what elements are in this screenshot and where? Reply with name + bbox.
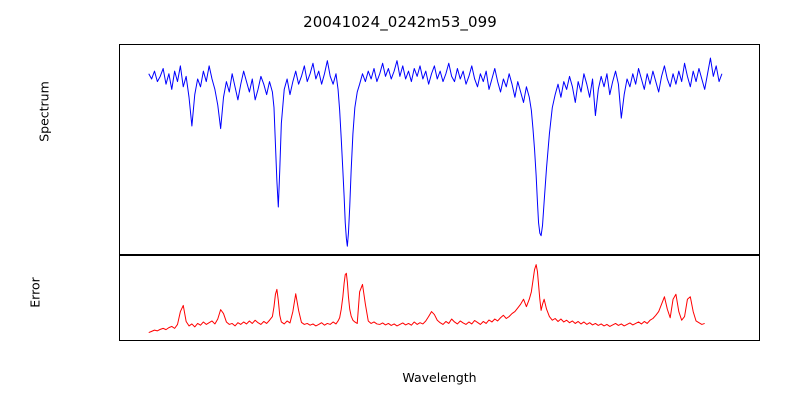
error-line-series <box>120 256 759 340</box>
error-plot-panel: 0.040.0684008450850085508600865087008750… <box>119 255 760 341</box>
spectrum-line-series <box>120 45 759 254</box>
x-tick-mark <box>440 340 441 341</box>
x-axis-label: Wavelength <box>402 370 477 385</box>
x-tick-mark <box>759 340 760 341</box>
x-tick-mark <box>120 340 121 341</box>
spectrum-y-axis-label: Spectrum <box>36 81 52 142</box>
page-title: 20041024_0242m53_099 <box>303 13 497 31</box>
x-tick-mark <box>679 340 680 341</box>
x-tick-mark <box>599 340 600 341</box>
x-tick-mark <box>519 340 520 341</box>
x-tick-mark <box>280 340 281 341</box>
error-y-axis-label: Error <box>27 277 43 308</box>
x-tick-mark <box>200 340 201 341</box>
spectrum-plot-panel: 0.40.60.81.0 <box>119 44 760 255</box>
x-tick-mark <box>360 340 361 341</box>
